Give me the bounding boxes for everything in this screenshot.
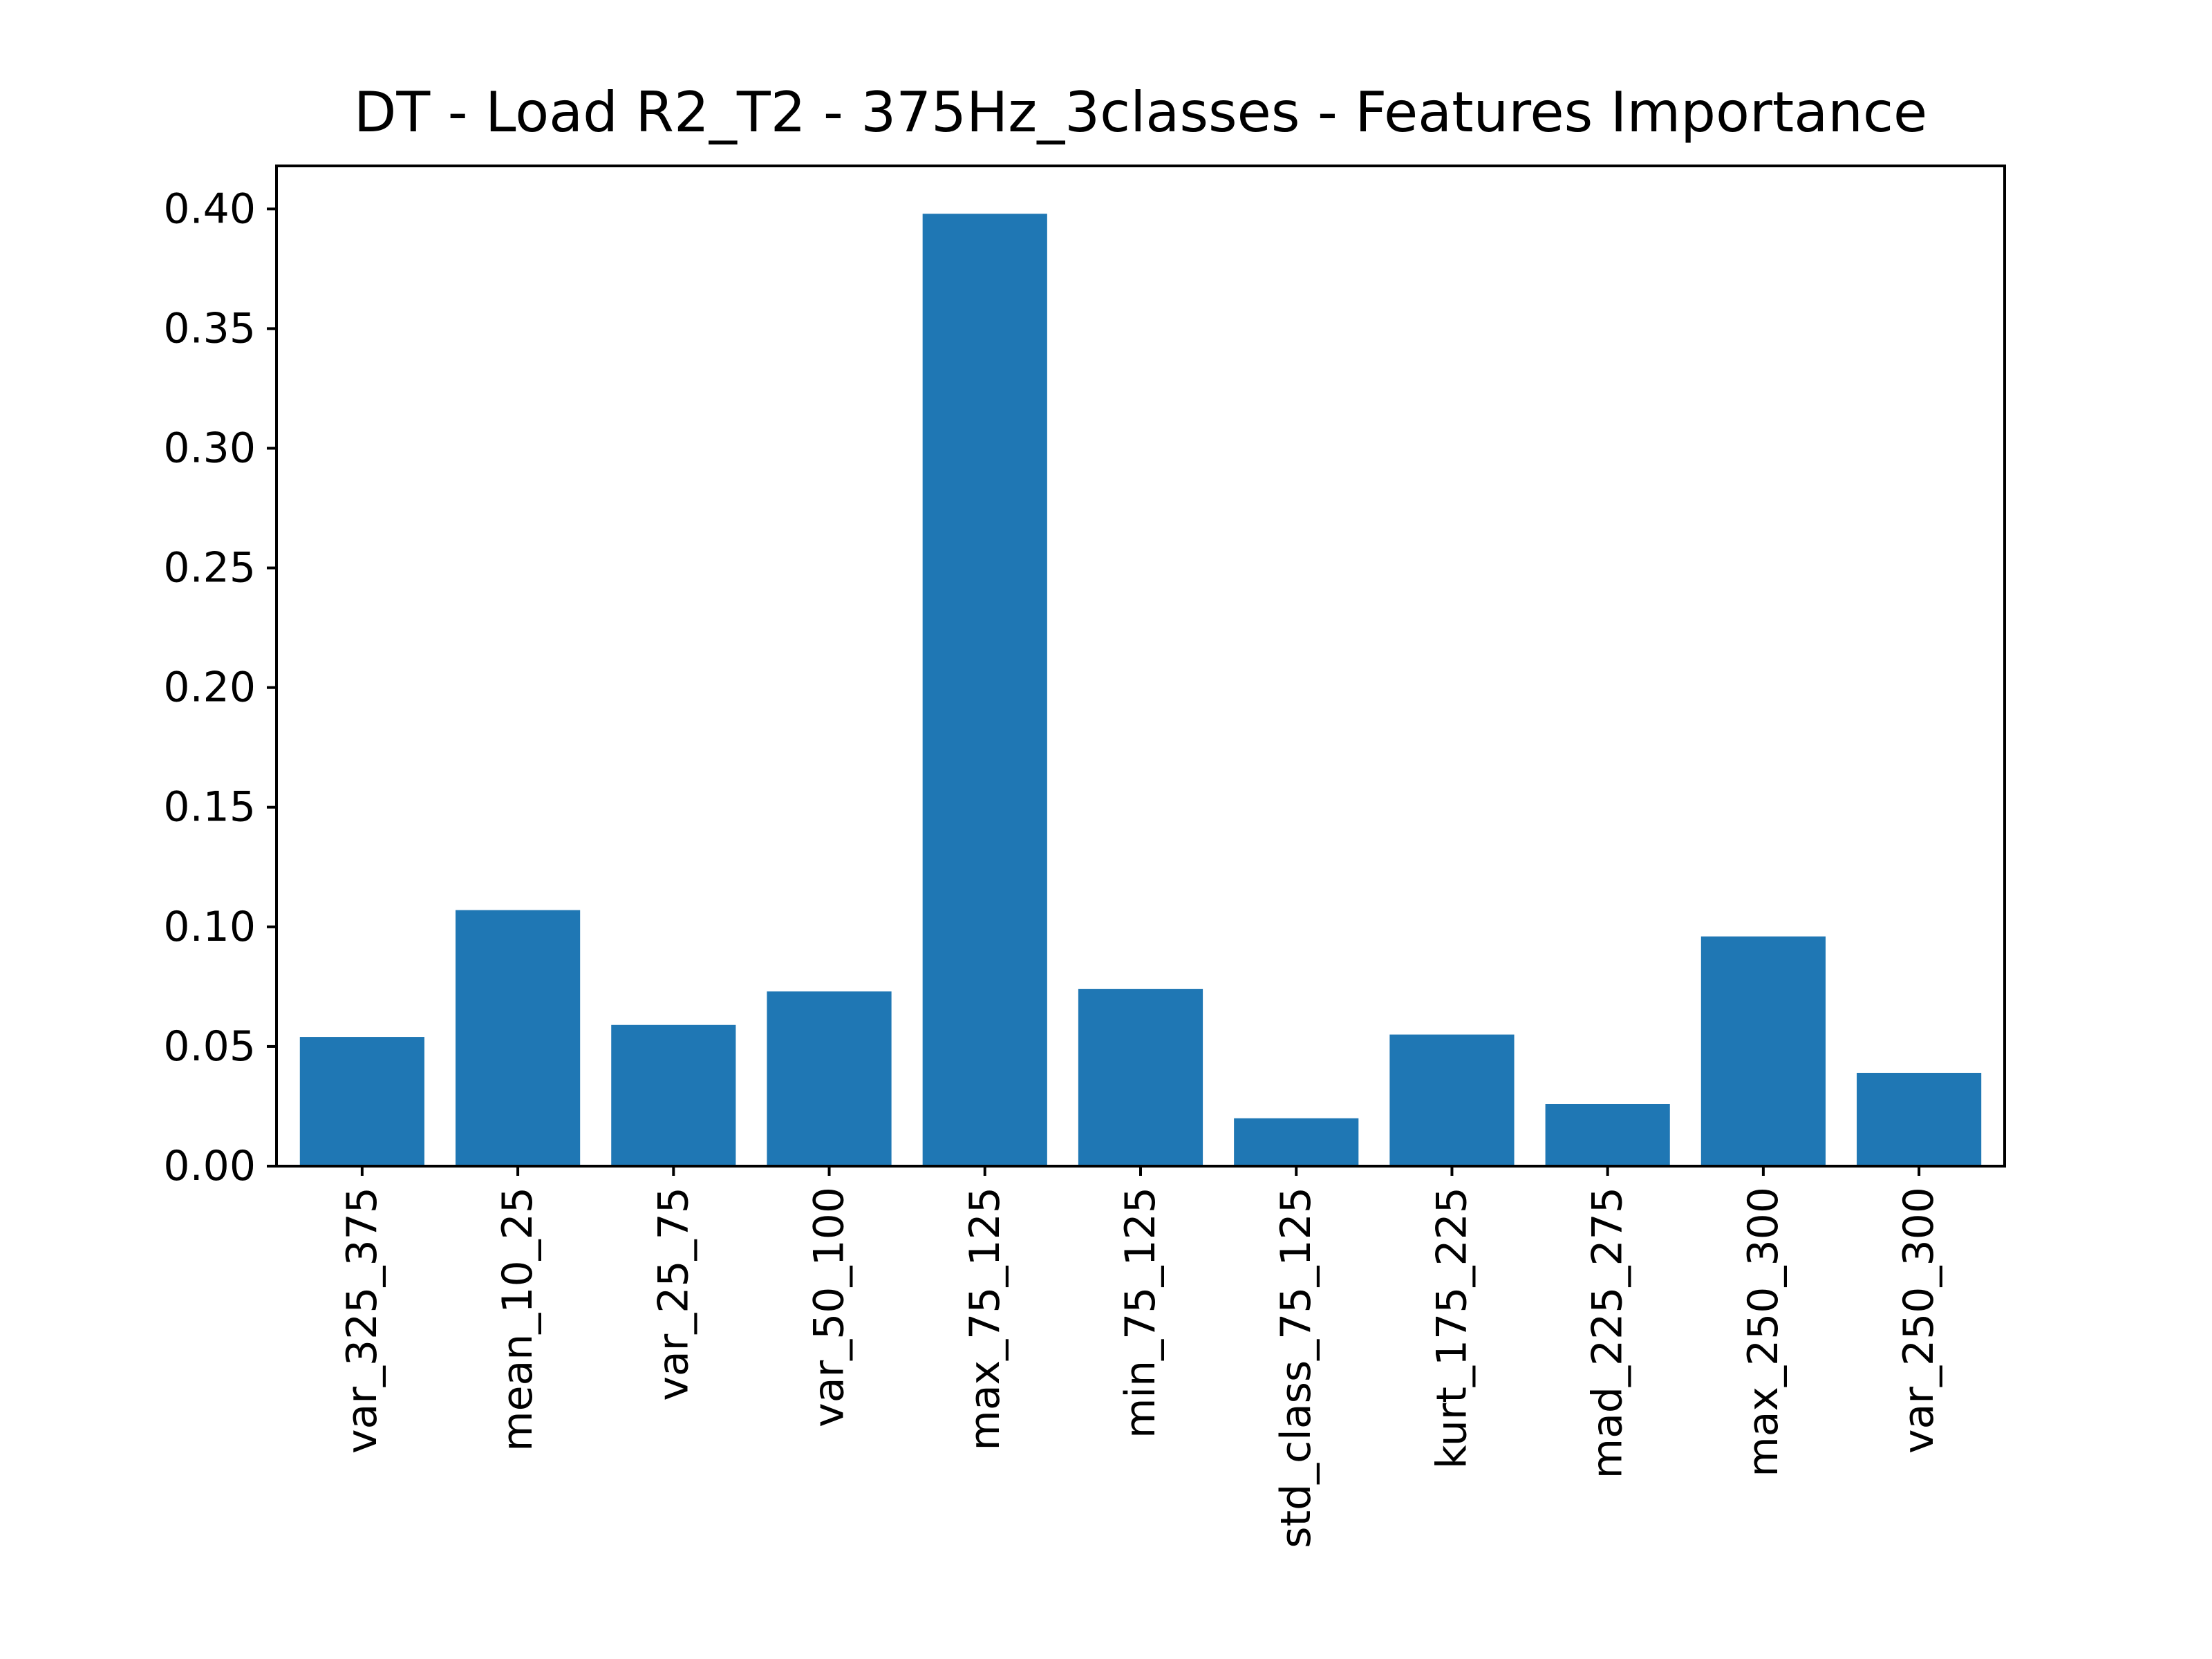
y-tick-label: 0.00 [163,1142,256,1190]
x-tick-label-var_50_100: var_50_100 [805,1187,854,1427]
x-tick-label-std_class_75_125: std_class_75_125 [1272,1187,1320,1548]
y-tick-label: 0.25 [163,544,256,592]
axes-frame [275,165,2006,1168]
bar-std_class_75_125 [1234,1118,1359,1166]
bars-group [299,214,1982,1167]
y-tick-label: 0.40 [163,185,256,233]
y-tick-label: 0.15 [163,783,256,832]
chart-title: DT - Load R2_T2 - 375Hz_3classes - Featu… [354,80,1927,144]
bar-var_50_100 [767,991,892,1166]
bar-kurt_175_225 [1389,1034,1515,1166]
bar-mad_225_275 [1545,1103,1670,1166]
bar-var_250_300 [1857,1072,1982,1166]
y-axis: 0.00 0.05 0.10 0.15 0.20 0.25 0.30 0.35 0.40 [163,185,276,1190]
x-axis: var_325_375 mean_10_25 var_25_75 var_50_100… [338,1166,1943,1548]
y-tick-label: 0.10 [163,903,256,951]
x-tick-label-kurt_175_225: kurt_175_225 [1427,1187,1476,1469]
bar-var_25_75 [611,1024,736,1166]
x-tick-label-var_250_300: var_250_300 [1895,1187,1943,1454]
y-tick-label: 0.20 [163,664,256,712]
y-tick-label: 0.30 [163,424,256,472]
x-tick-label-mean_10_25: mean_10_25 [494,1187,542,1452]
x-tick-label-var_325_375: var_325_375 [338,1187,386,1454]
bar-max_250_300 [1700,936,1826,1166]
x-tick-label-max_250_300: max_250_300 [1739,1187,1788,1477]
bar-min_75_125 [1078,988,1203,1166]
bar-var_325_375 [299,1037,424,1166]
x-tick-label-max_75_125: max_75_125 [961,1187,1009,1451]
bar-max_75_125 [922,214,1047,1167]
y-tick-label: 0.35 [163,304,256,353]
bar-mean_10_25 [456,910,581,1166]
x-tick-label-var_25_75: var_25_75 [649,1187,697,1401]
x-tick-label-mad_225_275: mad_225_275 [1584,1187,1632,1479]
x-tick-label-min_75_125: min_75_125 [1116,1187,1165,1438]
y-tick-label: 0.05 [163,1022,256,1071]
